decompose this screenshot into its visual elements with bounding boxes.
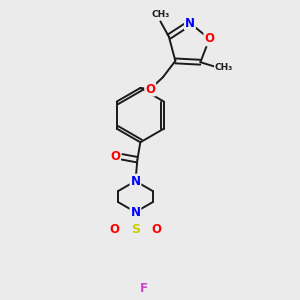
Text: N: N <box>130 206 140 219</box>
Text: CH₃: CH₃ <box>215 63 233 72</box>
Text: O: O <box>110 150 120 163</box>
Text: N: N <box>130 175 140 188</box>
Text: F: F <box>140 282 148 295</box>
Text: N: N <box>185 16 195 29</box>
Text: O: O <box>204 32 214 45</box>
Text: O: O <box>152 223 162 236</box>
Text: S: S <box>131 223 140 236</box>
Text: CH₃: CH₃ <box>151 10 169 19</box>
Text: O: O <box>109 223 119 236</box>
Text: O: O <box>145 82 155 95</box>
